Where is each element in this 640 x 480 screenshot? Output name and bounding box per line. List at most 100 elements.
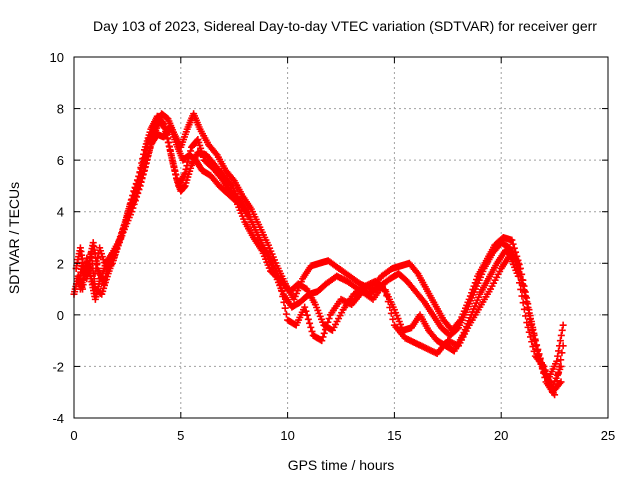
y-tick-label: 0 (57, 308, 64, 323)
data-point-track-d (78, 278, 86, 286)
data-point-track-d (301, 303, 309, 311)
data-point-track-d (557, 378, 565, 386)
data-point-track-d (134, 185, 142, 193)
data-point-track-d (115, 239, 123, 247)
data-point-track-c (182, 165, 190, 173)
data-point-track-c (169, 160, 177, 168)
x-tick-label: 5 (177, 428, 184, 443)
data-point-track-b (229, 175, 237, 183)
data-point-track-d (279, 292, 287, 300)
data-point-track-d (146, 144, 154, 152)
axis-ticks: 0 5 10 15 20 25 -4 -2 0 2 4 6 8 10 (50, 50, 616, 443)
data-point-track-d (140, 166, 148, 174)
data-point-track-b (465, 295, 473, 303)
data-point-track-c (166, 143, 174, 151)
grid-lines (74, 57, 608, 418)
data-point-track-d (145, 148, 153, 156)
data-point-track-c (557, 331, 565, 339)
data-point-track-d (120, 224, 128, 232)
data-point-track-d (308, 327, 316, 335)
data-point-track-d (90, 275, 98, 283)
data-point-track-c (171, 167, 179, 175)
y-tick-label: -2 (52, 359, 64, 374)
chart-title: Day 103 of 2023, Sidereal Day-to-day VTE… (93, 18, 597, 34)
data-point-track-d (529, 343, 537, 351)
data-point-track-d (93, 259, 101, 267)
data-point-track-d (384, 298, 392, 306)
data-point-track-b (470, 282, 478, 290)
data-point-track-d (306, 319, 314, 327)
data-point-track-d (307, 323, 315, 331)
data-point-track-b (508, 236, 516, 244)
x-axis-label: GPS time / hours (288, 457, 395, 473)
data-point-track-d (302, 307, 310, 315)
data-point-track-d (525, 328, 533, 336)
data-point-track-b (468, 289, 476, 297)
data-point-track-d (138, 174, 146, 182)
data-point-track-d (523, 319, 531, 327)
data-point-track-d (277, 287, 285, 295)
data-point-track-d (141, 163, 149, 171)
data-point-track-b (510, 244, 518, 252)
data-point-track-b (557, 356, 565, 364)
data-point-track-c (555, 347, 563, 355)
data-point-track-d (540, 362, 548, 370)
data-point-track-d (282, 310, 290, 318)
data-point-track-d (520, 305, 528, 313)
data-point-track-d (303, 311, 311, 319)
data-point-track-b (413, 268, 421, 276)
data-point-track-d (514, 272, 522, 280)
data-point-track-d (81, 268, 89, 276)
data-point-track-d (133, 189, 141, 197)
data-point-track-d (119, 228, 127, 236)
data-point-track-d (304, 315, 312, 323)
data-point-track-d (524, 323, 532, 331)
data-point-track-d (91, 270, 99, 278)
data-point-track-c (167, 152, 175, 160)
data-point-track-d (276, 281, 284, 289)
data-point-track-d (122, 217, 130, 225)
data-point-track-c (553, 357, 561, 365)
data-point-track-d (320, 329, 328, 337)
data-point-track-d (139, 170, 147, 178)
data-point-track-d (389, 315, 397, 323)
data-point-track-d (386, 303, 394, 311)
data-point-track-d (137, 178, 145, 186)
x-tick-label: 0 (70, 428, 77, 443)
y-tick-label: 2 (57, 256, 64, 271)
y-tick-label: 6 (57, 153, 64, 168)
y-tick-label: -4 (52, 411, 64, 426)
data-point-track-c (170, 164, 178, 172)
data-point-track-d (231, 196, 239, 204)
x-tick-label: 25 (601, 428, 615, 443)
data-point-track-d (539, 361, 547, 369)
data-point-track-d (143, 155, 151, 163)
data-point-track-d (92, 264, 100, 272)
data-point-track-d (526, 333, 534, 341)
data-point-track-d (136, 181, 144, 189)
data-point-track-d (144, 152, 152, 160)
data-point-track-c (558, 326, 566, 334)
data-point-track-d (80, 272, 88, 280)
data-point-track-d (77, 282, 85, 290)
data-point-track-b (469, 285, 477, 293)
data-point-track-d (117, 231, 125, 239)
data-point-track-d (79, 275, 87, 283)
y-axis-label: SDTVAR / TECUs (6, 182, 22, 294)
data-point-track-b (509, 240, 517, 248)
y-tick-label: 4 (57, 205, 64, 220)
data-point-track-d (380, 280, 388, 288)
data-point-track-d (116, 235, 124, 243)
data-point-track-b (466, 292, 474, 300)
plot-frame (73, 56, 609, 419)
data-point-track-d (516, 279, 524, 287)
data-point-track-c (166, 147, 174, 155)
data-point-track-d (518, 292, 526, 300)
data-point-track-b (512, 248, 520, 256)
data-point-track-d (274, 274, 282, 282)
data-point-track-d (280, 298, 288, 306)
data-point-track-d (275, 275, 283, 283)
data-point-track-b (130, 187, 138, 195)
